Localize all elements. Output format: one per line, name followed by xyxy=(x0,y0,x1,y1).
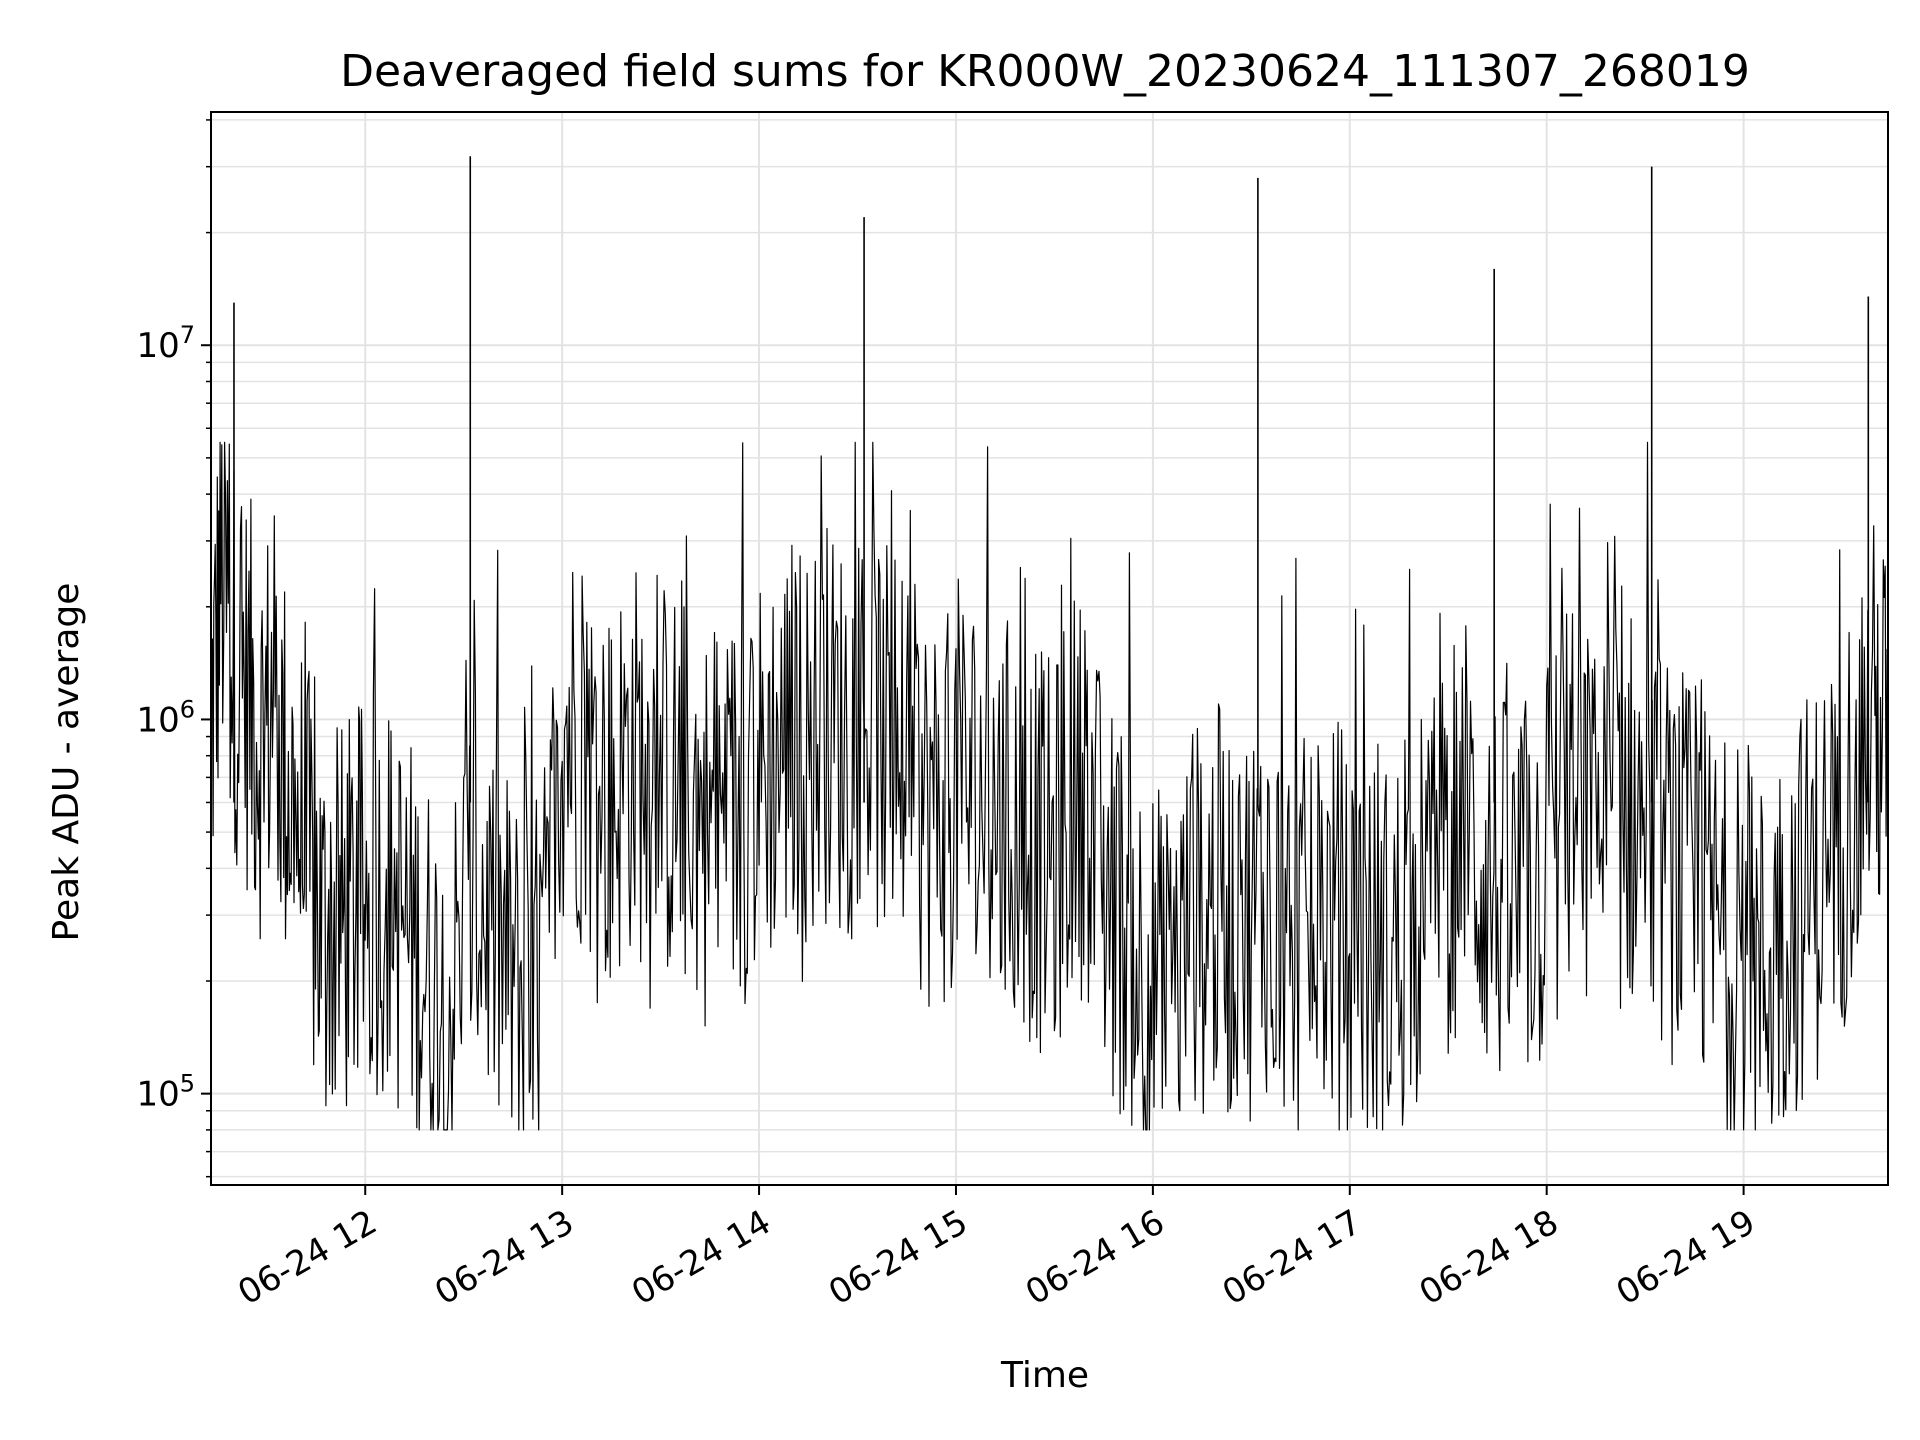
x-tick-label: 06-24 12 xyxy=(231,1202,383,1313)
grid-lines xyxy=(211,112,1888,1185)
chart-title: Deaveraged field sums for KR000W_2023062… xyxy=(340,46,1750,97)
x-tick-label: 06-24 16 xyxy=(1019,1202,1171,1313)
x-tick-label: 06-24 17 xyxy=(1216,1202,1368,1313)
x-axis-title: Time xyxy=(1000,1355,1089,1396)
x-tick-label: 06-24 14 xyxy=(625,1202,777,1313)
x-tick-label: 06-24 18 xyxy=(1413,1202,1565,1313)
y-tick-label: 106 xyxy=(136,695,195,740)
data-line xyxy=(210,441,1889,1131)
x-tick-label: 06-24 19 xyxy=(1610,1202,1762,1313)
y-axis-ticks: 105 106 107 xyxy=(136,119,211,1178)
plot-frame xyxy=(210,111,1889,1186)
x-tick-label: 06-24 13 xyxy=(428,1202,580,1313)
x-tick-label: 06-24 15 xyxy=(822,1202,974,1313)
y-axis-title: Peak ADU - average xyxy=(46,583,87,942)
x-axis-ticks: 06-24 12 06-24 13 06-24 14 06-24 15 06-24 16… xyxy=(231,1185,1762,1313)
data-series xyxy=(210,156,1889,1131)
y-tick-label: 107 xyxy=(136,321,195,366)
y-tick-label: 105 xyxy=(136,1070,195,1115)
